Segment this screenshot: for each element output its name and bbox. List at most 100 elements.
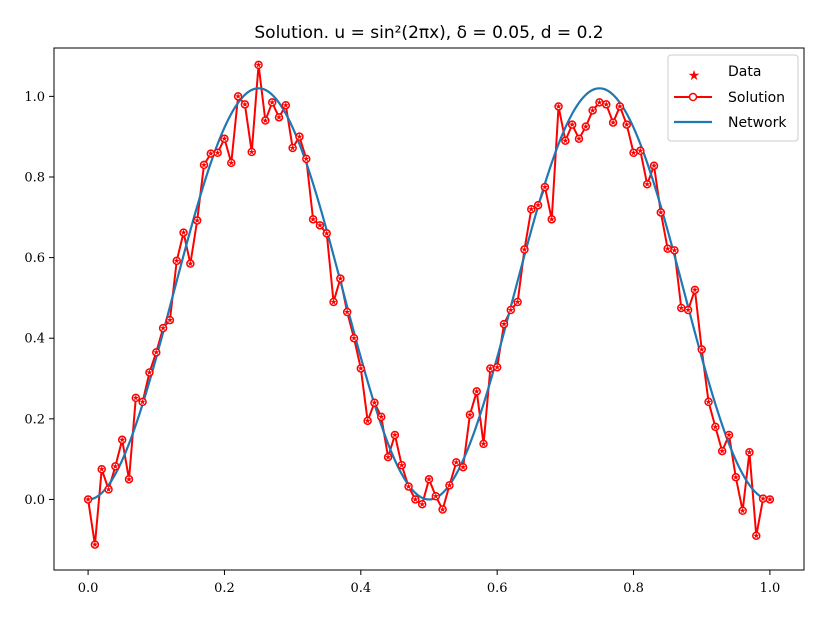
data-point — [364, 417, 371, 424]
data-point — [596, 99, 603, 106]
data-point — [241, 101, 248, 108]
legend-label-network: Network — [728, 115, 787, 131]
data-point — [269, 99, 276, 106]
data-point — [125, 476, 133, 482]
data-point — [739, 507, 746, 514]
data-point — [425, 476, 433, 482]
data-point — [446, 482, 453, 488]
network-line — [88, 87, 770, 501]
data-point — [248, 148, 255, 155]
data-point — [637, 147, 644, 154]
data-point — [330, 298, 337, 305]
data-point — [228, 159, 235, 166]
data-point — [562, 137, 569, 144]
data-point — [419, 501, 426, 507]
legend: ★ Data Solution Network — [667, 54, 799, 142]
data-point — [466, 411, 473, 418]
data-point — [235, 93, 242, 99]
data-point — [507, 306, 514, 313]
data-point — [378, 413, 385, 420]
x-tick-label: 0.8 — [623, 581, 644, 596]
data-point — [194, 217, 201, 224]
legend-item-data: ★ Data — [688, 64, 762, 84]
data-point — [610, 119, 617, 126]
data-point — [623, 121, 630, 128]
data-point — [678, 304, 685, 311]
y-tick-label: 0.6 — [24, 251, 45, 266]
data-point — [200, 161, 208, 168]
x-tick-label: 1.0 — [760, 581, 781, 596]
data-point — [385, 453, 392, 460]
data-point — [548, 216, 555, 222]
data-point — [705, 398, 712, 405]
data-point — [214, 149, 221, 156]
data-point — [166, 316, 173, 323]
data-point — [262, 117, 269, 124]
data-point — [139, 398, 146, 405]
data-point — [514, 298, 521, 305]
legend-data-marker: ★ — [688, 68, 701, 84]
data-point — [180, 229, 187, 236]
data-point — [671, 247, 678, 253]
data-point — [494, 364, 501, 370]
data-point — [105, 486, 112, 492]
data-point — [541, 183, 548, 190]
data-point — [146, 369, 153, 376]
data-point — [350, 335, 358, 341]
data-point — [589, 107, 596, 114]
data-point — [691, 286, 698, 293]
data-point — [753, 532, 760, 539]
data-point — [535, 202, 542, 208]
y-tick-label: 0.2 — [24, 412, 45, 427]
data-point — [153, 349, 160, 355]
data-point — [487, 365, 494, 372]
data-point — [725, 431, 733, 438]
data-point — [616, 103, 623, 110]
data-point — [473, 388, 480, 395]
data-point — [398, 462, 405, 468]
y-tick-label: 0.4 — [24, 332, 45, 347]
legend-label-data: Data — [728, 64, 761, 80]
data-point — [112, 463, 119, 469]
data-point — [630, 149, 637, 156]
x-tick-label: 0.2 — [214, 581, 235, 596]
data-point — [255, 61, 262, 68]
x-tick-label: 0.4 — [350, 581, 371, 596]
data-point — [173, 257, 180, 264]
data-point — [480, 440, 487, 447]
data-point — [289, 144, 296, 151]
data-point — [685, 306, 692, 313]
legend-solution-marker — [688, 92, 698, 102]
data-point — [650, 162, 658, 169]
data-point — [98, 466, 105, 472]
data-point — [371, 399, 378, 406]
data-point — [412, 496, 419, 503]
data-point — [323, 230, 330, 237]
data-point — [207, 150, 214, 157]
data-point — [344, 308, 351, 315]
data-point — [119, 436, 126, 443]
data-point — [160, 324, 167, 331]
data-point — [569, 121, 576, 128]
data-point — [603, 101, 610, 108]
data-point — [296, 133, 303, 140]
data-point — [310, 216, 317, 222]
data-point — [719, 447, 726, 454]
data-point — [439, 506, 446, 513]
y-tick-label: 1.0 — [24, 90, 45, 105]
data-point — [766, 496, 773, 503]
data-point — [712, 423, 719, 430]
y-tick-label: 0.0 — [24, 493, 45, 508]
data-point — [337, 275, 344, 282]
legend-item-solution: Solution — [674, 90, 785, 106]
data-point — [746, 449, 753, 455]
legend-label-solution: Solution — [728, 90, 785, 106]
data-point — [460, 464, 467, 470]
data-point — [303, 155, 310, 162]
data-point — [132, 394, 139, 401]
axes-frame — [53, 47, 805, 571]
data-point — [391, 431, 398, 438]
data-point — [91, 541, 98, 548]
data-point — [85, 496, 92, 503]
